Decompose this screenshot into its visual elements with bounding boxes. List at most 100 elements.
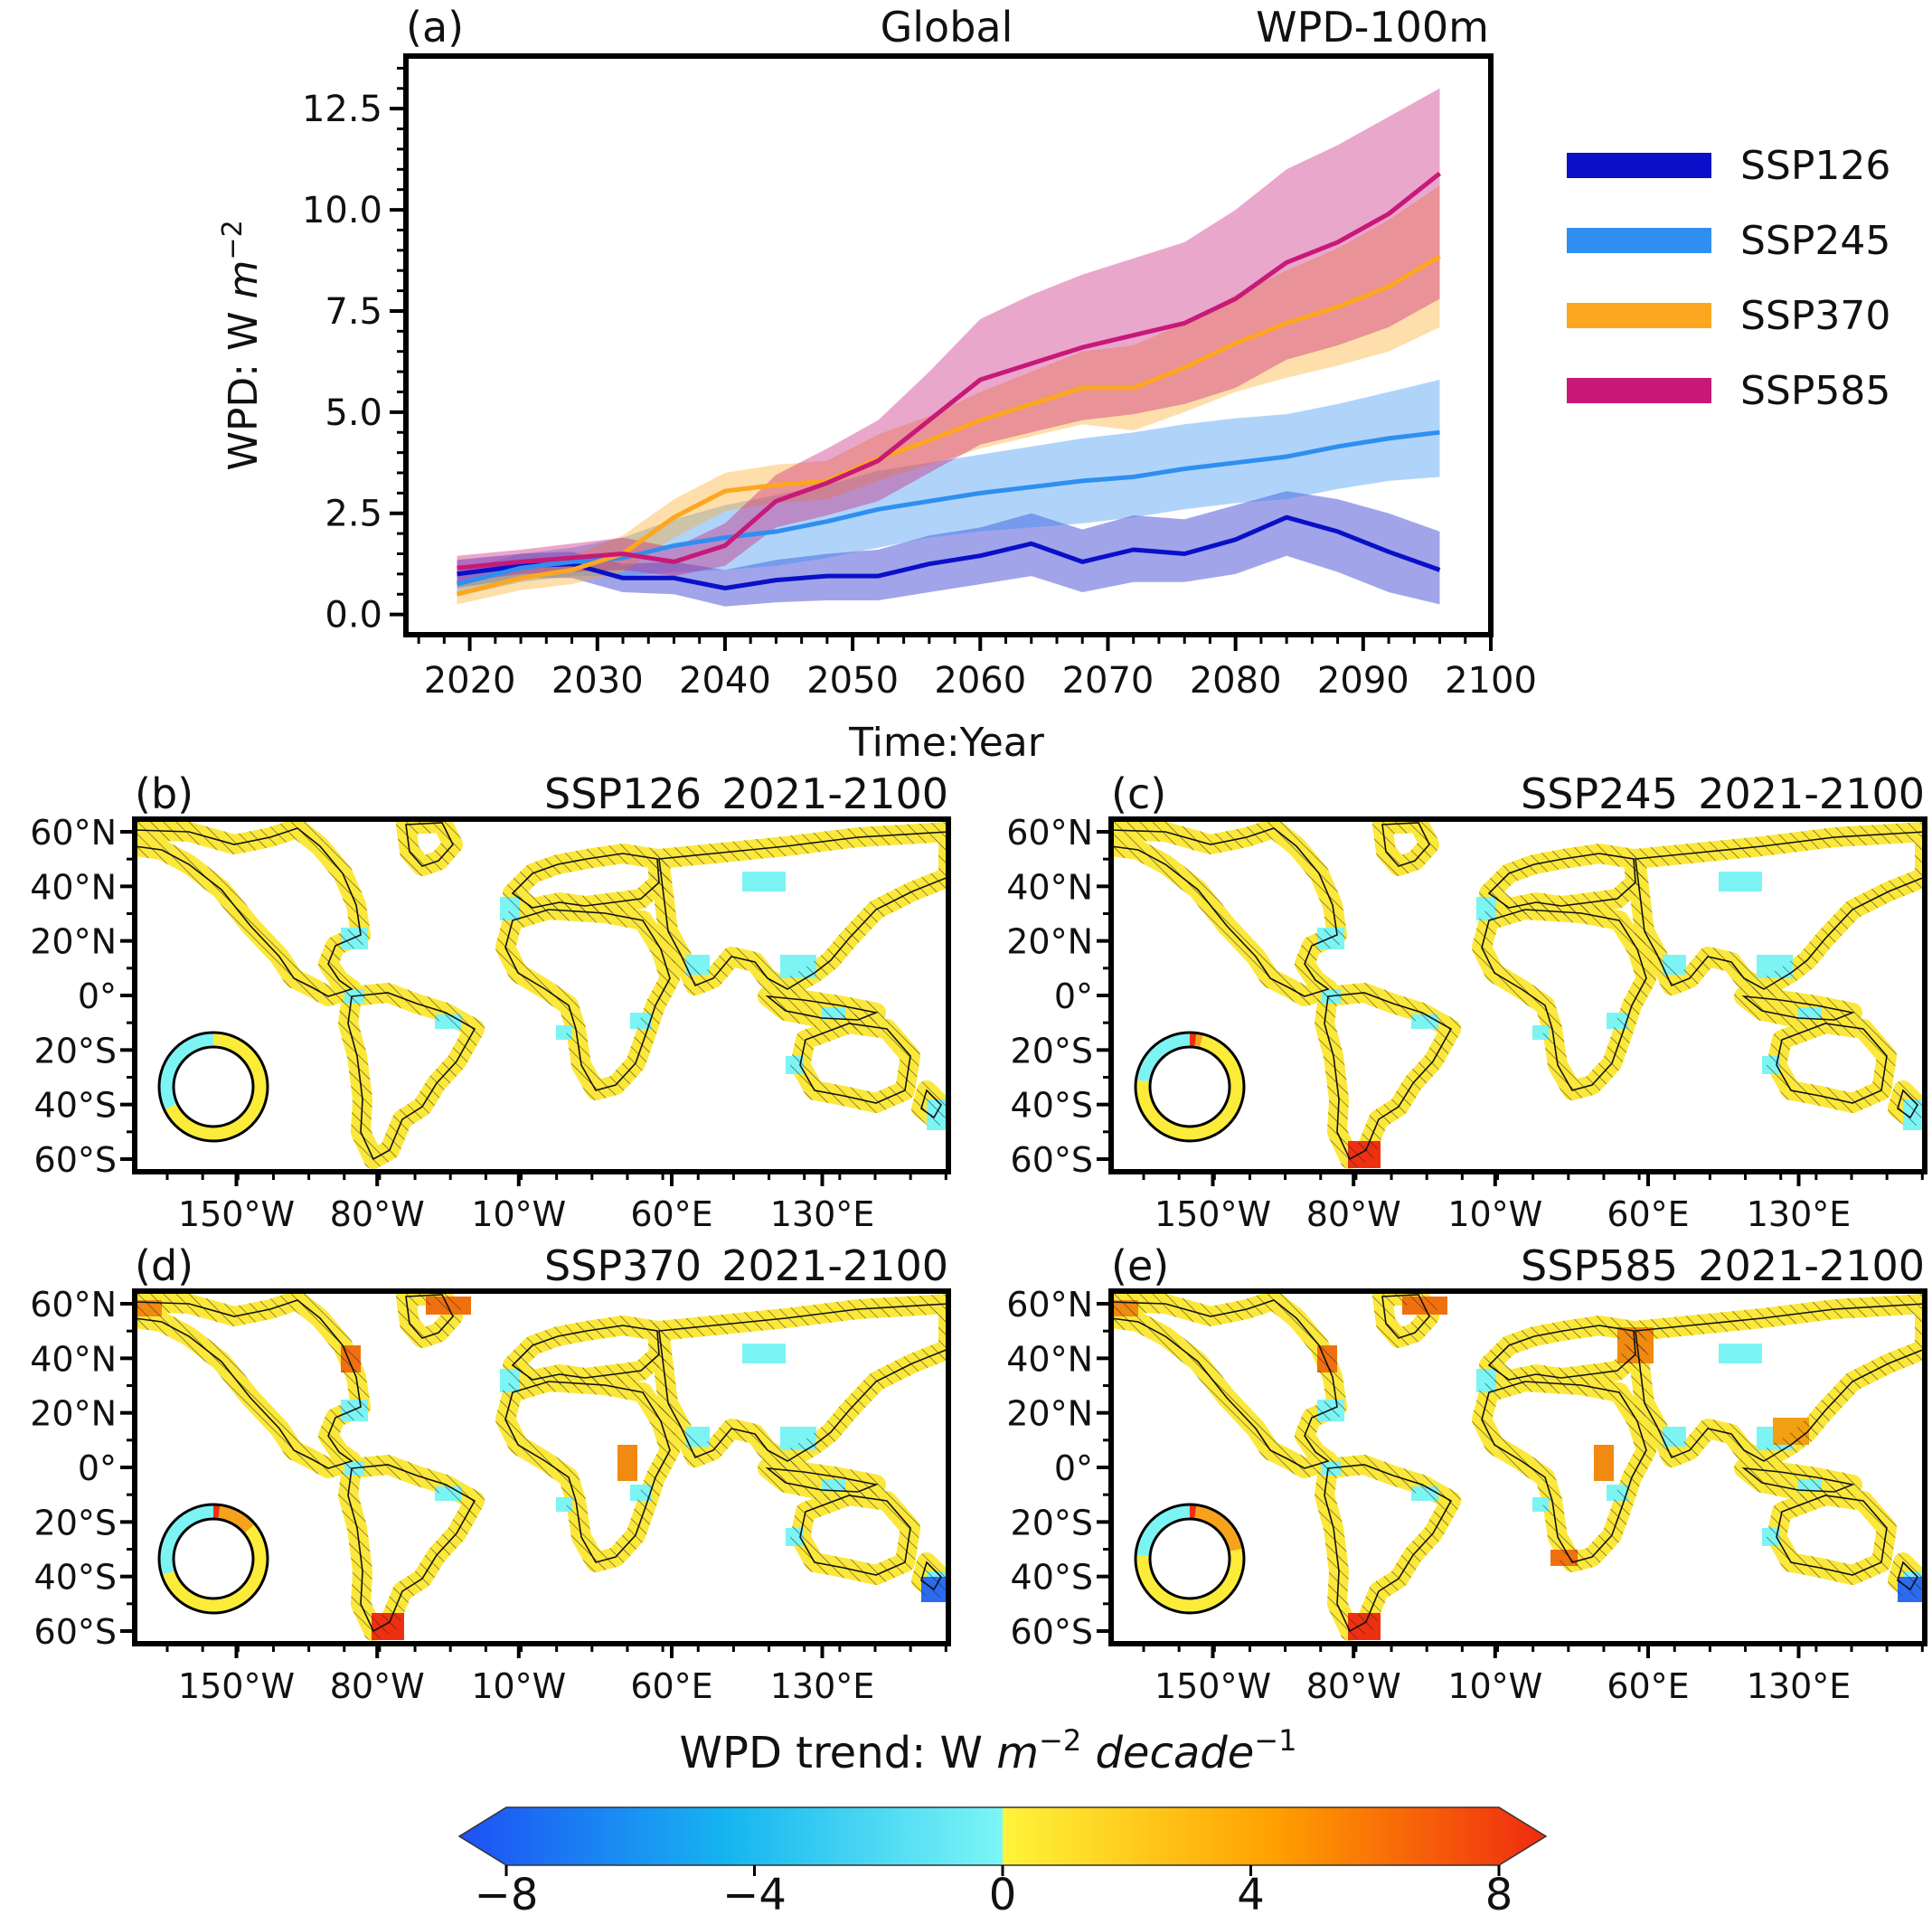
lat-tick-label: 60°S [1011,1612,1093,1652]
x-tick-label: 2050 [806,660,899,702]
lat-tick-label: 20°N [1006,1394,1093,1434]
map-period-label: 2021-2100 [721,769,948,818]
lat-tick-label: 40°N [30,867,117,907]
lon-tick-label: 10°W [471,1194,566,1234]
map-body [132,1288,951,1646]
colorbar-tick-label: −4 [722,1870,787,1920]
trend-patch-positive [617,1445,637,1481]
coastline-indonesia [765,1467,879,1493]
trend-patch-positive [1594,1445,1614,1481]
ring-segment [159,1504,268,1613]
lat-tick-label: 20°S [34,1503,117,1542]
lat-tick-label: 20°N [30,922,117,962]
map-body [132,816,951,1174]
lat-tick-label: 40°N [30,1339,117,1379]
map-scenario-title: SSP245 [1521,769,1678,818]
map-panel-ssp585: (e) SSP585 2021-2100 60°N 40°N 20°N 0° 20°S 40°S… [1006,1241,1927,1706]
ring-inner-edge [172,1045,255,1128]
x-axis-ticks: 2020 2030 2040 2050 2060 2070 2080 2090 2100 [417,635,1537,702]
x-tick-label: 2100 [1445,660,1537,702]
band-ssp370 [457,185,1440,605]
colorbar-ticks: −8 −4 0 4 8 [475,1865,1513,1920]
lat-tick-label: 20°S [34,1031,117,1070]
coastline-indonesia [1741,995,1855,1021]
coastline-indonesia [765,995,879,1021]
colorbar-bar [457,1806,1548,1866]
coastline-greenland [405,1294,454,1339]
lon-tick-label: 60°E [630,1194,712,1234]
map-scenario-title: SSP585 [1521,1241,1678,1290]
lat-tick-label: 60°N [1006,1285,1093,1325]
significance-hatch-africa [495,1372,680,1572]
coastline-samerica [1324,1464,1453,1633]
map-scenario-title: SSP370 [544,1241,702,1290]
x-tick-label: 2020 [424,660,516,702]
ring-inner-edge [172,1517,255,1600]
lat-tick-label: 20°S [1011,1503,1093,1542]
y-tick-label: 12.5 [302,89,382,130]
lon-tick-label: 80°W [1306,1194,1401,1234]
lat-tick-label: 0° [78,1448,117,1488]
trend-patch-negative [742,872,786,891]
lat-tick-label: 60°S [1011,1140,1093,1180]
coastline-africa [504,1381,671,1563]
lon-tick-label: 150°W [1154,1666,1271,1706]
x-tick-label: 2040 [679,660,771,702]
map-panel-ssp245: (c) SSP245 2021-2100 60°N 40°N 20°N 0° 20°S 40°S… [1006,769,1927,1234]
ring-segment [1136,1504,1244,1613]
coastline-australia [1776,1495,1888,1576]
ring-chart-ssp126 [157,1031,269,1143]
coastline-europe [1487,853,1636,909]
coastline-africa [1481,909,1647,1091]
significance-hatch-africa [1472,1372,1656,1572]
legend-swatch-ssp126 [1567,153,1711,178]
lat-tick-label: 60°S [34,1140,117,1180]
map-content [1111,1291,1925,1641]
lat-tick-label: 60°S [34,1612,117,1652]
lon-tick-label: 150°W [178,1666,295,1706]
coastline-namerica [1111,827,1338,997]
band-ssp126 [457,491,1440,607]
legend-label-ssp245: SSP245 [1740,218,1890,264]
lat-tick-label: 60°N [30,1285,117,1325]
ring-outer-edge [157,1503,269,1615]
lat-tick-label: 40°S [1011,1558,1093,1598]
legend-label-ssp370: SSP370 [1740,293,1890,339]
chart-subtitle: WPD-100m [1256,3,1489,52]
lat-tick-label: 0° [78,976,117,1016]
coastline-nz [920,1561,942,1591]
panel-label-a: (a) [406,3,464,52]
coastline-australia [1776,1023,1888,1104]
series-line-ssp370 [456,254,1441,597]
ring-outer-edge [1134,1503,1246,1615]
coastline-samerica [1324,992,1453,1161]
colorbar-tick-label: 4 [1237,1870,1265,1920]
uncertainty-bands [457,88,1440,607]
coastline-asia [658,1303,948,1462]
lat-tick-label: 40°N [1006,1339,1093,1379]
significance-hatch-africa [495,900,680,1100]
ring-segment [1136,1033,1244,1141]
ring-inner-edge [1148,1517,1231,1600]
ring-segment [1136,1504,1244,1613]
lat-tick-label: 20°S [1011,1031,1093,1070]
ring-segment [159,1033,268,1141]
y-tick-label: 7.5 [325,291,382,333]
x-tick-label: 2060 [934,660,1026,702]
coastline-greenland [405,822,454,867]
coastline-africa [504,909,671,1091]
coastline-greenland [1381,822,1430,867]
colorbar-tick-label: 0 [989,1870,1017,1920]
map-panel-ssp126: (b) SSP126 2021-2100 60°N 40°N 20°N 0° 20°S 40°S… [30,769,951,1234]
coastline-europe [511,1325,660,1381]
colorbar: WPD trend: W m−2 decade−1 −8 −4 0 4 8 [457,1723,1548,1920]
ring-outer-edge [157,1031,269,1143]
lon-tick-label: 80°W [1306,1666,1401,1706]
coastline-australia [799,1023,911,1104]
map-period-label: 2021-2100 [721,1241,948,1290]
coastline-nz [920,1089,942,1119]
lon-tick-label: 130°E [770,1666,875,1706]
coastline-indonesia [1741,1467,1855,1493]
x-axis-label: Time:Year [848,720,1045,766]
x-tick-label: 2090 [1317,660,1409,702]
